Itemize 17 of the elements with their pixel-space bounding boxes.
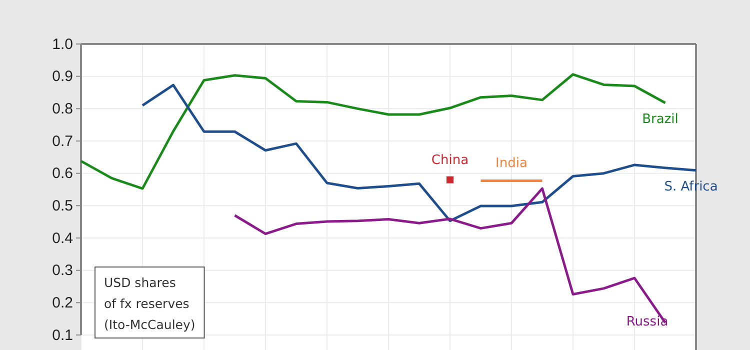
series-label: Brazil [642,112,678,127]
y-tick-label: 1.0 [52,36,73,53]
annotation: USD shares of fx reserves (Ito-McCauley) [104,275,196,332]
y-tick-label: 0.4 [52,230,73,247]
line-series [234,187,666,324]
y-tick-label: 0.8 [52,100,73,118]
y-tick-label: 0.6 [52,165,73,182]
series-label: Russia [626,314,668,330]
y-tick-label: 0.2 [52,294,73,312]
y-tick-label: 0.5 [52,197,73,214]
y-tick-label: 0.1 [52,326,73,344]
series-label: S. Africa [664,179,718,194]
y-tick-label: 0.9 [52,68,73,86]
y-tick-label: 0.7 [52,132,73,150]
series-label: China [431,152,469,168]
y-tick-label: 0.3 [52,262,73,280]
series-label: India [496,156,528,171]
